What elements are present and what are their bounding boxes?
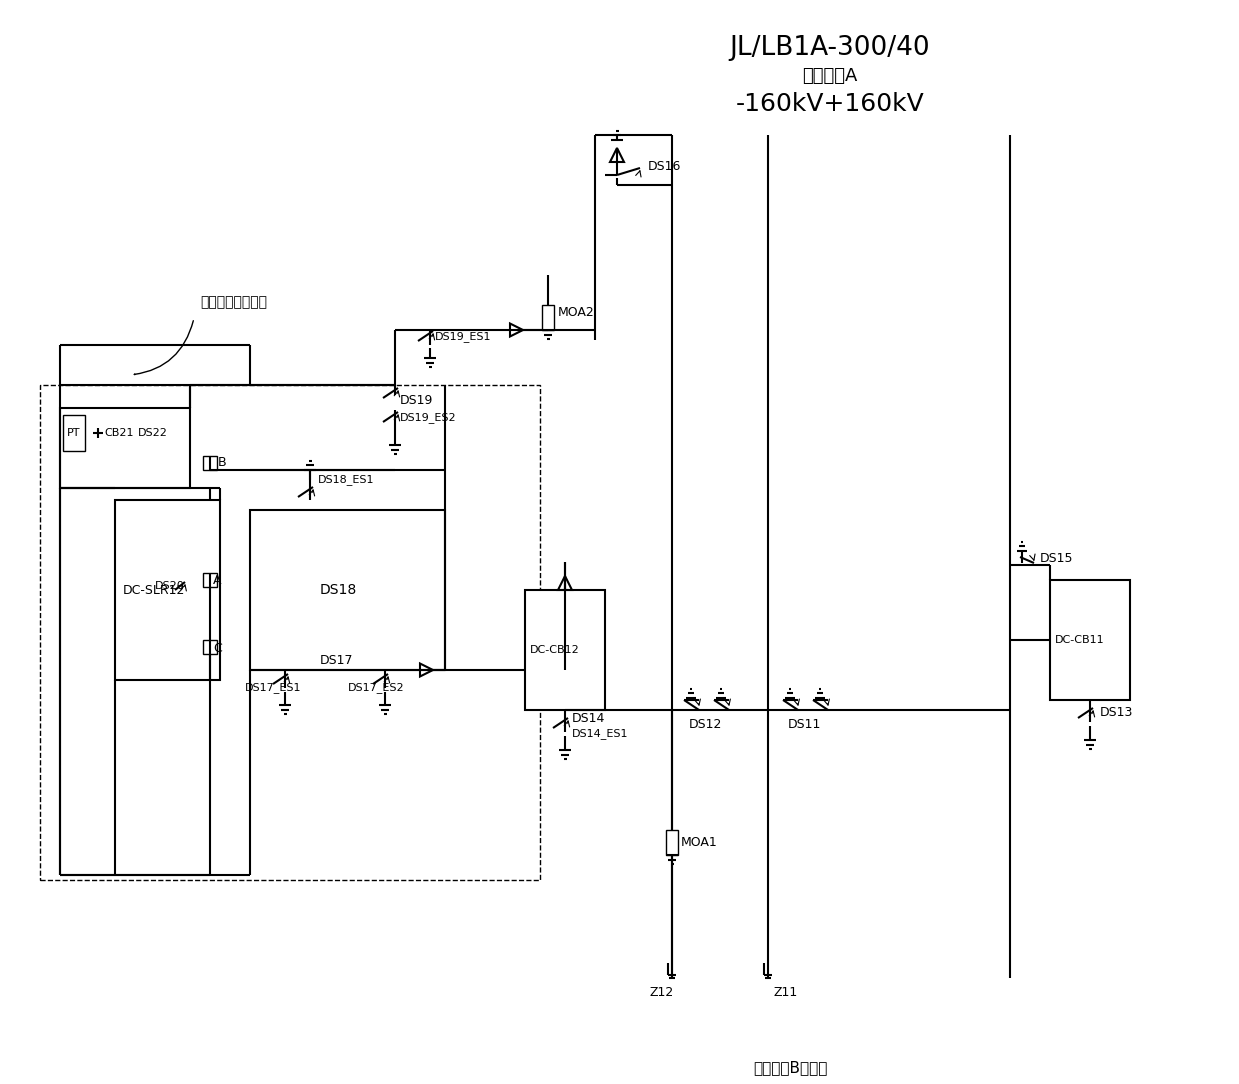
Text: Z11: Z11 <box>774 985 798 998</box>
Text: DS18_ES1: DS18_ES1 <box>318 475 374 486</box>
Text: DC-CB11: DC-CB11 <box>1054 635 1105 645</box>
Text: DS14_ES1: DS14_ES1 <box>572 728 628 739</box>
Text: JL/LB1A-300/40: JL/LB1A-300/40 <box>730 35 930 61</box>
Text: DS19_ES1: DS19_ES1 <box>435 332 492 343</box>
Text: 至换流站B汇流场: 至换流站B汇流场 <box>753 1060 828 1075</box>
Text: MOA1: MOA1 <box>681 837 717 850</box>
Text: Z12: Z12 <box>650 985 674 998</box>
Bar <box>525 590 605 710</box>
Text: DS18: DS18 <box>320 583 357 597</box>
Text: DS11: DS11 <box>788 719 821 732</box>
Bar <box>59 408 190 488</box>
Bar <box>203 456 217 470</box>
Text: DS16: DS16 <box>648 160 681 173</box>
Bar <box>203 640 217 654</box>
Text: A: A <box>213 573 222 586</box>
Text: B: B <box>218 455 227 468</box>
Text: C: C <box>213 642 222 655</box>
Text: DS22: DS22 <box>138 428 167 438</box>
Bar <box>1049 580 1130 700</box>
Bar <box>667 830 678 855</box>
Text: -160kV+160kV: -160kV+160kV <box>736 92 924 116</box>
Bar <box>541 305 554 330</box>
Text: DS14: DS14 <box>572 711 606 724</box>
Bar <box>203 573 217 588</box>
Text: DS17: DS17 <box>320 654 353 667</box>
Text: 超导控制保护区域: 超导控制保护区域 <box>199 295 266 309</box>
Text: DS19: DS19 <box>400 393 434 406</box>
FancyArrowPatch shape <box>134 321 193 375</box>
Text: DS17_ES1: DS17_ES1 <box>245 683 301 694</box>
Bar <box>115 500 221 680</box>
Text: MOA2: MOA2 <box>558 306 595 319</box>
Text: PT: PT <box>67 428 81 438</box>
Text: DS17_ES2: DS17_ES2 <box>348 683 405 694</box>
Text: DS12: DS12 <box>689 719 722 732</box>
Text: DS20: DS20 <box>155 581 185 591</box>
Text: DS19_ES2: DS19_ES2 <box>400 413 457 424</box>
Text: DC-SLR12: DC-SLR12 <box>123 583 186 596</box>
Bar <box>63 415 85 451</box>
Text: DS13: DS13 <box>1100 706 1134 719</box>
Text: 至换流站A: 至换流站A <box>803 67 857 85</box>
Text: DS15: DS15 <box>1040 553 1073 566</box>
Text: DC-CB12: DC-CB12 <box>530 645 580 655</box>
Bar <box>250 509 445 670</box>
Text: CB21: CB21 <box>104 428 134 438</box>
Bar <box>40 385 540 880</box>
